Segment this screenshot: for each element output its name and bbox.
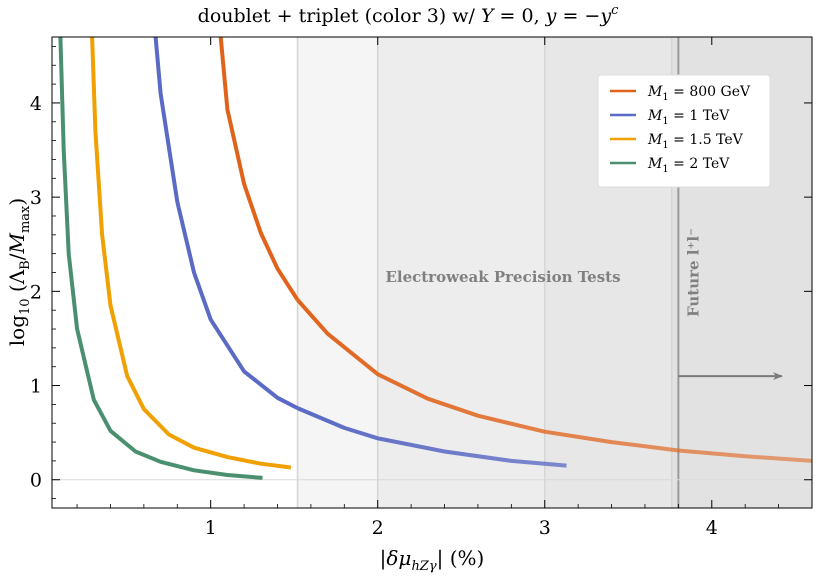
legend-label-2: M1 = 1.5 TeV <box>647 132 744 151</box>
series-line-2 <box>90 37 292 470</box>
chart-title: doublet + triplet (color 3) w/ Y = 0, y … <box>198 3 619 27</box>
series-line-0 <box>218 37 300 301</box>
y-axis-label: log10 (ΛB/Mmax) <box>5 198 33 346</box>
y-tick-label: 2 <box>30 281 42 303</box>
series-line-1 <box>153 37 299 410</box>
y-axis-ticks: 0 1 2 3 4 <box>30 46 812 499</box>
y-tick-label: 3 <box>30 187 42 209</box>
legend: M1 = 800 GeV M1 = 1 TeV M1 = 1.5 TeV M1 = 2… <box>597 74 771 188</box>
x-axis-ticks: 1 2 3 4 <box>76 37 779 539</box>
legend-label-0: M1 = 800 GeV <box>647 84 751 103</box>
annotation-future-ll: Future l⁺l⁻ <box>685 228 703 317</box>
y-tick-label: 0 <box>30 470 42 492</box>
y-tick-label: 1 <box>30 376 42 398</box>
x-axis-label: |δμhZγ| (%) <box>380 546 485 574</box>
annotations: Electroweak Precision Tests Future l⁺l⁻ <box>385 228 783 381</box>
x-tick-label: 1 <box>205 517 217 539</box>
y-tick-label: 4 <box>30 93 42 115</box>
x-tick-label: 3 <box>539 517 551 539</box>
annotation-electroweak: Electroweak Precision Tests <box>385 268 620 286</box>
x-tick-label: 4 <box>706 517 718 539</box>
series-line-1-shaded <box>296 406 567 468</box>
series-line-0-shaded <box>296 298 812 463</box>
legend-label-1: M1 = 1 TeV <box>647 108 730 127</box>
series-layer <box>58 37 812 480</box>
legend-label-3: M1 = 2 TeV <box>647 156 730 175</box>
series-line-3 <box>58 37 263 480</box>
legend-box <box>597 74 771 188</box>
x-tick-label: 2 <box>372 517 384 539</box>
